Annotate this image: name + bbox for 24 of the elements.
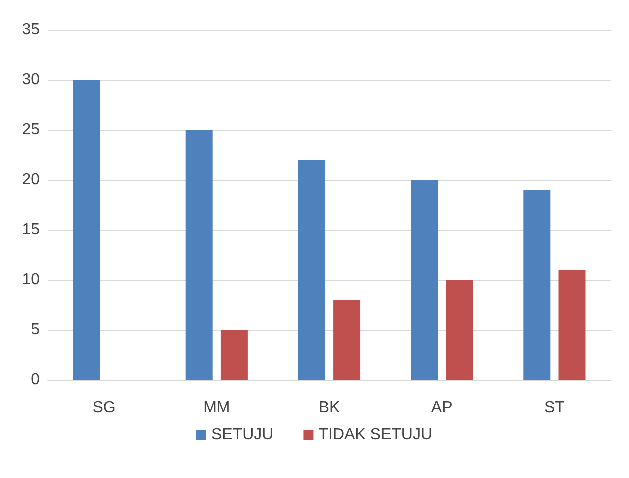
y-tick-label: 10 [22, 272, 40, 288]
x-tick-label: ST [544, 400, 566, 416]
bar [524, 190, 551, 380]
legend-label: SETUJU [211, 426, 274, 444]
bar [298, 160, 326, 380]
x-tick-label: MM [204, 400, 230, 416]
y-tick-label: 30 [22, 72, 40, 88]
bar [558, 270, 586, 380]
bar [411, 180, 438, 380]
legend-label: TIDAK SETUJU [318, 426, 433, 444]
y-tick-label: 5 [31, 322, 40, 338]
x-tick-label: SG [92, 400, 116, 416]
bar [446, 280, 474, 380]
bar [334, 300, 361, 380]
y-tick-label: 35 [22, 22, 40, 38]
x-tick-label: BK [318, 400, 340, 416]
y-tick-label: 25 [22, 122, 40, 138]
y-tick-label: 15 [22, 222, 40, 238]
y-tick-label: 0 [31, 372, 40, 388]
x-tick-label: AP [431, 400, 453, 416]
bar [186, 130, 213, 380]
bar [73, 80, 100, 380]
bar [220, 330, 248, 380]
y-tick-label: 20 [22, 172, 40, 188]
